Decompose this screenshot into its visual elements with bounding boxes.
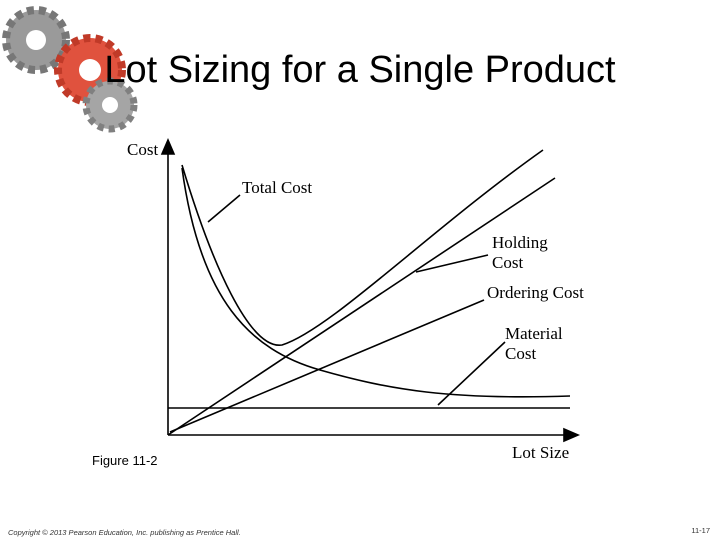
figure-caption: Figure 11-2 [92, 453, 158, 468]
leader-line [207, 194, 241, 223]
diagram [160, 137, 581, 443]
y-axis-label: Cost [127, 140, 158, 159]
y-arrow [160, 137, 176, 155]
curve-label: Material [505, 324, 563, 343]
curve-label: Ordering Cost [487, 283, 584, 302]
curve-label: Cost [505, 344, 536, 363]
leader-line [415, 254, 489, 273]
curve-label: Total Cost [242, 178, 312, 197]
curve-label: Holding [492, 233, 548, 252]
curve-label: Cost [492, 253, 523, 272]
total-cost-curve [181, 149, 544, 346]
leader-line [169, 299, 485, 433]
copyright: Copyright © 2013 Pearson Education, Inc.… [8, 528, 241, 537]
x-axis-label: Lot Size [512, 443, 569, 462]
leader-line [437, 341, 506, 406]
slide-title: Lot Sizing for a Single Product [104, 49, 616, 91]
ordering-cost-curve [181, 167, 571, 398]
x-arrow [563, 427, 581, 443]
holding-cost-line [167, 177, 556, 436]
gear-icon [2, 6, 138, 133]
page-number: 11-17 [691, 526, 710, 535]
